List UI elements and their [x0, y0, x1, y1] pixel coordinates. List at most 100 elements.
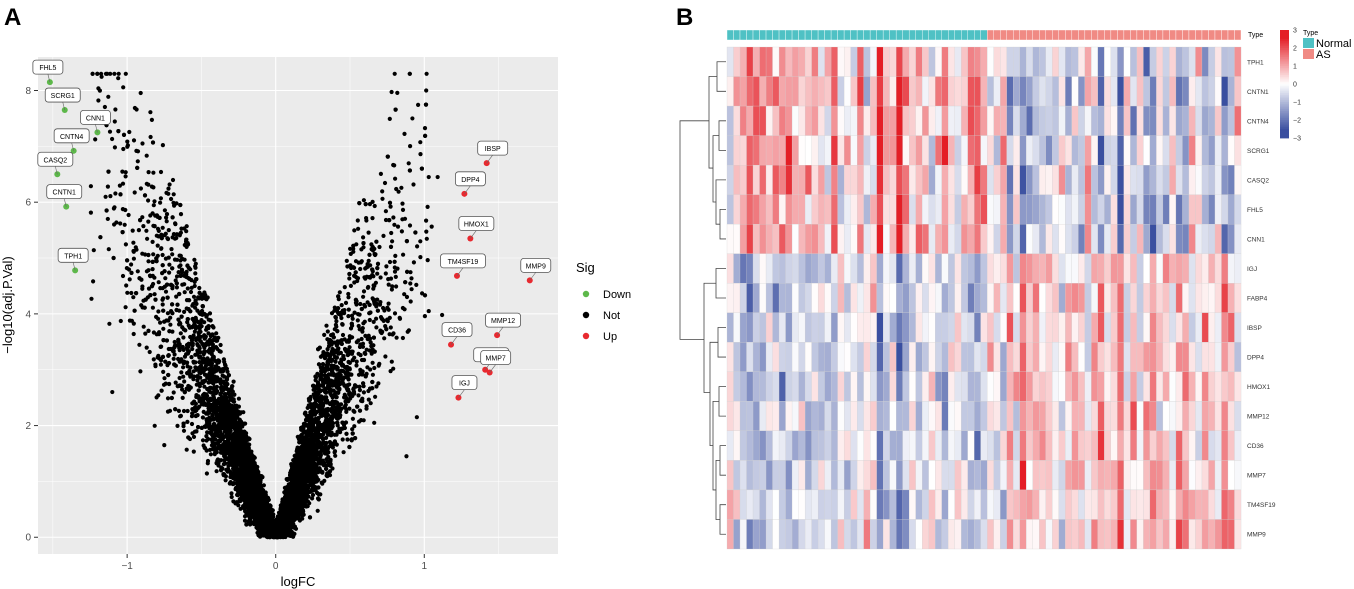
not-point — [152, 423, 157, 428]
not-point — [189, 355, 194, 360]
not-point — [415, 244, 420, 249]
not-point — [386, 301, 391, 306]
not-point — [355, 218, 360, 223]
not-point — [236, 396, 241, 401]
not-point — [153, 364, 158, 369]
not-point — [193, 360, 198, 365]
not-point — [156, 309, 161, 314]
not-point — [172, 339, 177, 345]
not-point — [357, 419, 362, 424]
not-point — [160, 302, 165, 307]
not-point — [162, 208, 167, 213]
not-point — [358, 301, 363, 307]
volcano-not-points — [88, 71, 445, 540]
not-point — [402, 292, 407, 297]
not-point — [405, 329, 410, 334]
not-point — [350, 416, 355, 421]
not-point — [418, 255, 423, 260]
not-point — [350, 427, 355, 432]
not-point — [370, 372, 375, 377]
not-point — [139, 303, 144, 308]
not-point — [112, 119, 117, 124]
not-point — [340, 332, 346, 338]
not-point — [424, 88, 429, 93]
not-point — [107, 129, 113, 134]
not-point — [378, 315, 384, 320]
not-point — [155, 243, 160, 248]
not-point — [361, 289, 367, 294]
not-point — [193, 305, 198, 310]
not-point — [116, 76, 121, 81]
not-point — [131, 256, 136, 261]
not-point — [131, 331, 136, 337]
not-point — [348, 283, 353, 288]
not-point — [165, 311, 170, 316]
not-point — [166, 228, 171, 233]
not-point — [154, 314, 159, 319]
not-point — [91, 279, 96, 284]
not-point — [372, 365, 377, 371]
not-point — [200, 415, 205, 420]
not-point — [356, 372, 362, 377]
not-point — [146, 198, 151, 203]
not-point — [390, 332, 395, 337]
not-point — [401, 252, 406, 257]
not-point — [400, 217, 405, 222]
not-point — [160, 297, 165, 302]
not-point — [356, 393, 361, 398]
not-point — [315, 508, 320, 513]
not-point — [324, 457, 329, 462]
not-point — [378, 275, 383, 280]
not-point — [395, 90, 400, 95]
not-point — [122, 222, 127, 227]
not-point — [181, 408, 187, 414]
not-point — [354, 363, 359, 368]
not-point — [346, 307, 351, 312]
not-point — [395, 224, 401, 229]
not-point — [158, 200, 163, 205]
not-point — [180, 282, 185, 287]
not-point — [409, 276, 414, 281]
not-point — [107, 321, 112, 326]
not-point — [189, 421, 195, 427]
not-point — [108, 194, 113, 199]
not-point — [112, 145, 117, 150]
not-point — [361, 418, 366, 423]
not-point — [96, 98, 101, 103]
not-point — [123, 174, 128, 179]
not-point — [152, 275, 157, 280]
not-point — [371, 274, 376, 279]
not-point — [358, 353, 363, 358]
not-point — [400, 201, 405, 206]
not-point — [418, 140, 423, 145]
not-point — [418, 152, 423, 157]
not-point — [368, 401, 373, 406]
not-point — [197, 360, 202, 365]
not-point — [148, 274, 153, 279]
not-point — [113, 107, 118, 112]
not-point — [389, 230, 394, 236]
not-point — [132, 105, 137, 111]
not-point — [339, 303, 344, 308]
not-point — [184, 447, 189, 452]
not-point — [352, 228, 357, 233]
not-point — [334, 324, 339, 329]
not-point — [191, 449, 196, 454]
not-point — [409, 287, 414, 292]
not-point — [158, 286, 163, 291]
not-point — [167, 182, 172, 187]
not-point — [363, 351, 368, 356]
not-point — [394, 284, 399, 289]
not-point — [345, 264, 350, 269]
not-point — [382, 180, 388, 186]
not-point — [402, 131, 407, 136]
not-point — [129, 290, 134, 296]
not-point — [394, 186, 399, 192]
not-point — [332, 305, 337, 310]
not-point — [382, 336, 387, 341]
not-point — [167, 408, 173, 413]
not-point — [88, 184, 93, 189]
not-point — [152, 292, 157, 297]
not-point — [408, 270, 413, 275]
not-point — [366, 258, 371, 263]
